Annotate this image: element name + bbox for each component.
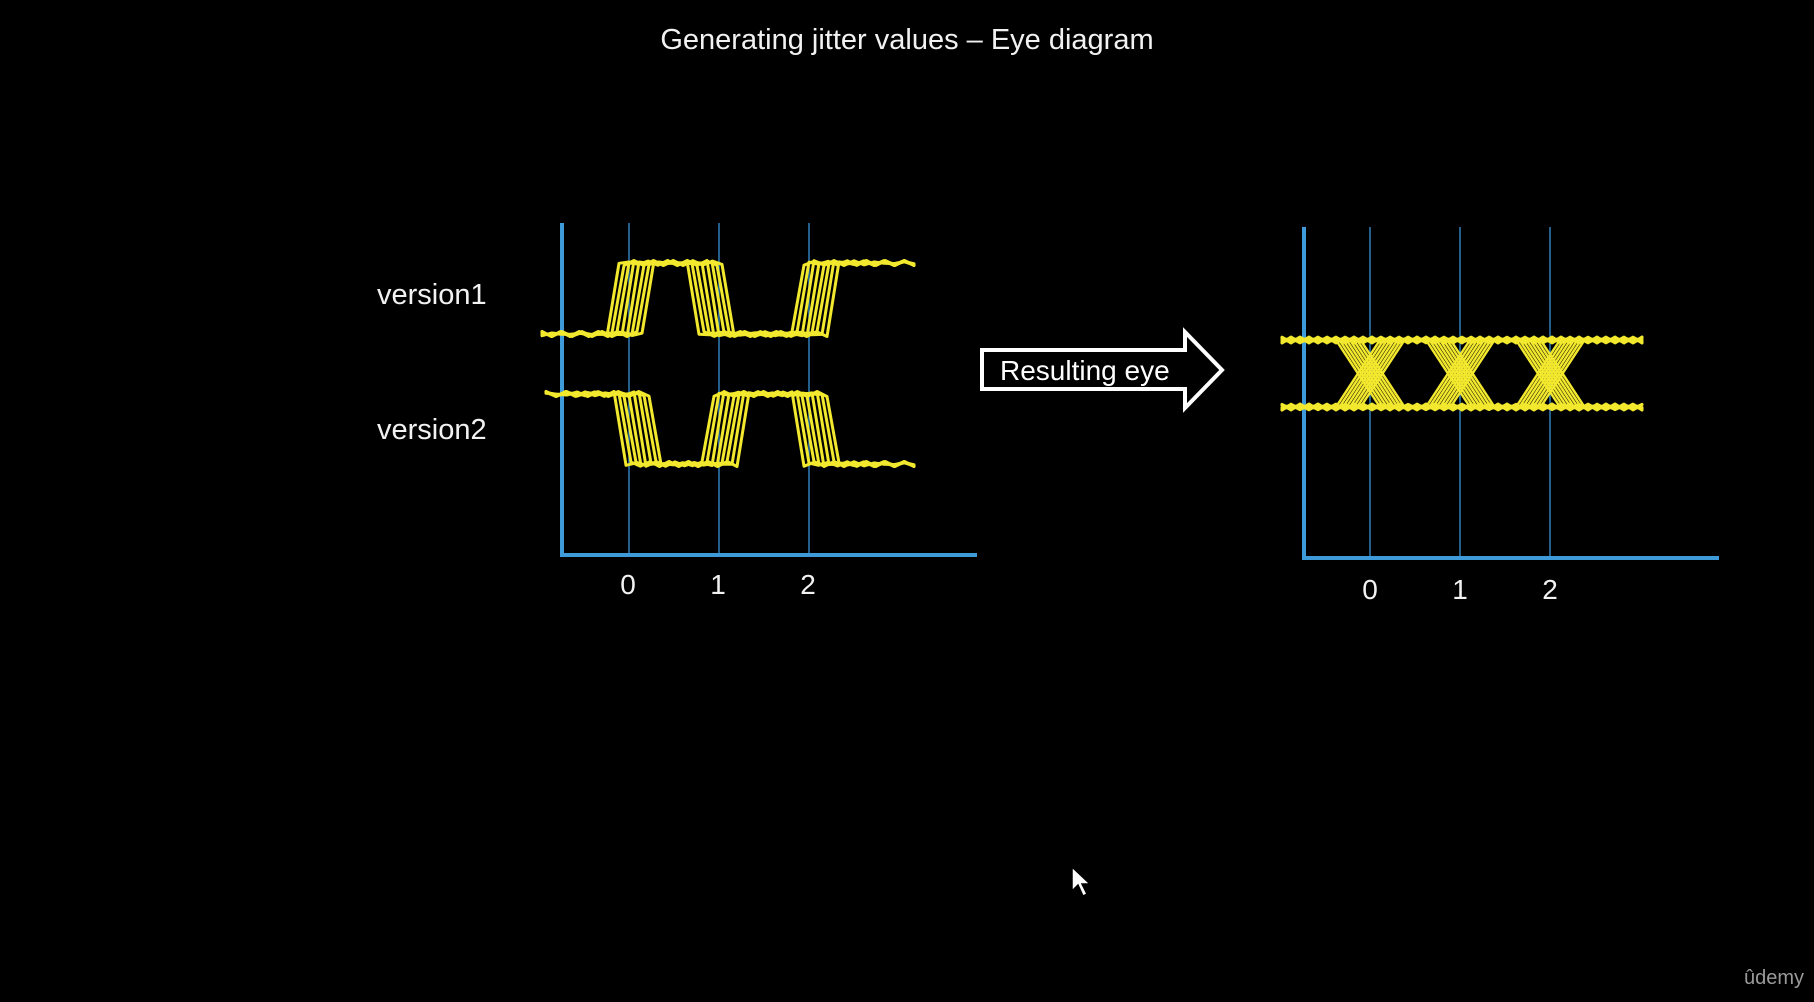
eye-crossing-trace — [1428, 338, 1475, 409]
version2-label: version2 — [377, 414, 487, 446]
version2-trace — [544, 390, 916, 468]
eye-crossing-trace — [1345, 338, 1392, 409]
eye-lower-trace — [1280, 402, 1644, 412]
left-tick-1: 1 — [710, 569, 726, 600]
version2-trace — [544, 390, 916, 468]
eye-crossing-trace — [1431, 338, 1479, 409]
left-waveform-traces — [540, 259, 916, 468]
eye-crossing-trace — [1341, 338, 1389, 409]
eye-crossing-trace — [1348, 338, 1396, 409]
eye-pattern-traces — [1280, 335, 1644, 412]
eye-crossing-trace — [1518, 338, 1565, 409]
udemy-watermark: ûdemy — [1743, 967, 1804, 989]
mouse-pointer-icon — [1071, 866, 1092, 898]
eye-crossing-trace — [1442, 338, 1489, 409]
left-tick-0: 0 — [620, 569, 636, 600]
eye-crossing-trace — [1352, 338, 1399, 409]
left-tick-2: 2 — [800, 569, 816, 600]
version2-trace — [544, 390, 916, 468]
eye-crossing-trace — [1338, 338, 1385, 409]
eye-crossing-trace — [1539, 338, 1586, 409]
version2-trace — [544, 390, 916, 468]
version2-trace — [544, 390, 916, 468]
eye-crossing-trace — [1535, 338, 1583, 409]
version2-trace — [544, 390, 916, 468]
right-tick-1: 1 — [1452, 574, 1468, 605]
eye-crossing-trace — [1445, 338, 1493, 409]
eye-crossing-trace — [1359, 338, 1406, 409]
eye-crossing-trace — [1334, 338, 1382, 409]
version1-label: version1 — [377, 279, 487, 311]
right-tick-2: 2 — [1542, 574, 1558, 605]
resulting-eye-arrow: Resulting eye — [980, 327, 1225, 413]
right-plot: 0 1 2 — [1280, 227, 1719, 605]
slide-title: Generating jitter values – Eye diagram — [660, 24, 1154, 56]
arrow-label: Resulting eye — [1000, 355, 1170, 386]
eye-crossing-trace — [1435, 338, 1482, 409]
eye-crossing-trace — [1355, 338, 1403, 409]
eye-crossing-trace — [1424, 338, 1472, 409]
left-plot: 0 1 2 — [540, 223, 977, 600]
eye-upper-trace — [1280, 335, 1644, 345]
right-tick-0: 0 — [1362, 574, 1378, 605]
arrow-shape — [980, 327, 1225, 413]
eye-crossing-trace — [1532, 338, 1579, 409]
eye-crossing-trace — [1528, 338, 1576, 409]
eye-crossing-trace — [1438, 338, 1486, 409]
version2-trace — [544, 390, 916, 468]
eye-crossing-trace — [1525, 338, 1572, 409]
version2-trace — [544, 390, 916, 468]
eye-crossing-trace — [1449, 338, 1496, 409]
eye-crossing-trace — [1521, 338, 1569, 409]
eye-crossing-trace — [1514, 338, 1562, 409]
version1-trace — [540, 259, 916, 338]
